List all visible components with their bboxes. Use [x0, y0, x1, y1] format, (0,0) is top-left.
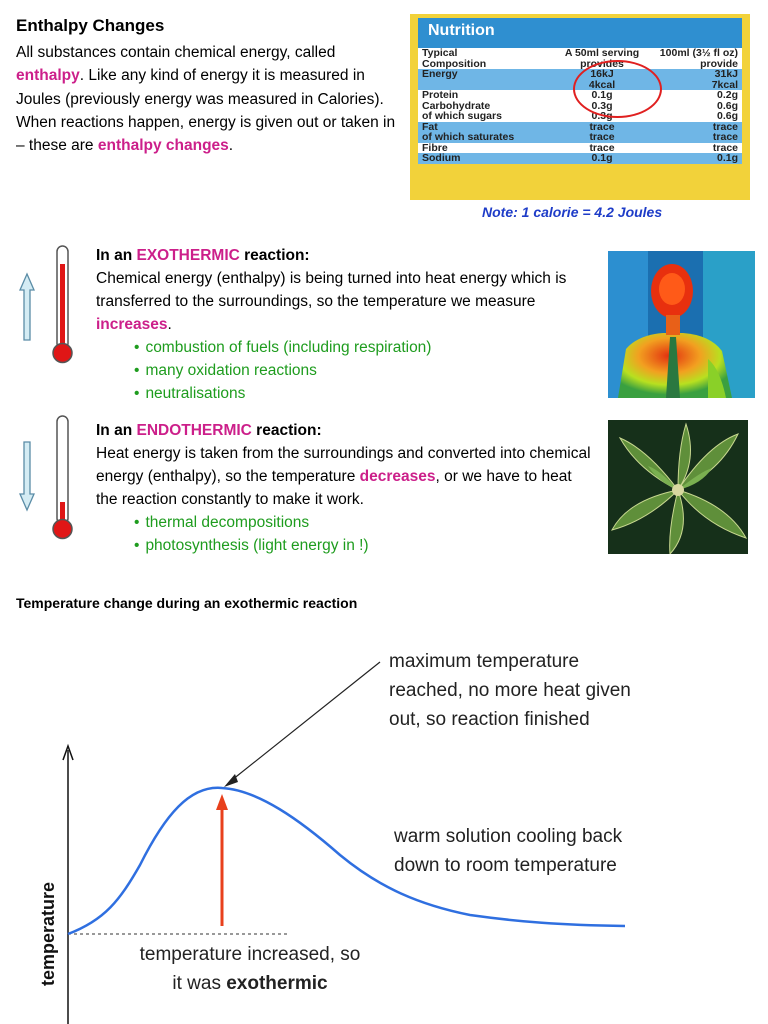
intro-paragraph: All substances contain chemical energy, … [16, 41, 396, 157]
serving-value: A 50ml serving [564, 47, 640, 59]
per100-value: trace [712, 120, 738, 133]
list-item: neutralisations [96, 382, 586, 405]
nutrient-name: of which saturates [422, 131, 515, 143]
nutrition-table: Typical A 50ml serving 100ml (3½ fl oz) Co… [418, 48, 742, 164]
per100-value: 31kJ [714, 68, 738, 80]
annotation-line: out, so reaction finished [389, 709, 590, 730]
rise-annotation: temperature increased, so it was exother… [100, 940, 400, 998]
y-axis-label: temperature [38, 882, 58, 986]
intro-enthalpy-keyword: enthalpy [16, 67, 80, 85]
temperature-curve [67, 786, 626, 936]
y-axis-arrowhead [62, 743, 74, 761]
nutrition-row: of which sugars 0.3g 0.6g [418, 111, 742, 122]
thermal-image-person [608, 251, 755, 398]
intro-text-3: . [228, 137, 234, 155]
nutrient-name: Fat [422, 120, 438, 133]
exothermic-bold-keyword: exothermic [226, 973, 328, 994]
endothermic-keyword: ENDOTHERMIC [136, 422, 252, 439]
calorie-note: Note: 1 calorie = 4.2 Joules [482, 204, 663, 220]
nutrition-row: of which saturates trace trace [418, 132, 742, 143]
endothermic-description: Heat energy is taken from the surroundin… [96, 442, 596, 511]
list-item: thermal decompositions [96, 511, 596, 534]
exothermic-examples: combustion of fuels (including respirati… [96, 336, 586, 405]
page-title: Enthalpy Changes [16, 16, 165, 35]
exothermic-section: In an EXOTHERMIC reaction: Chemical ener… [96, 244, 586, 405]
nutrient-name: Energy [422, 68, 458, 80]
list-item: photosynthesis (light energy in !) [96, 534, 596, 557]
up-arrow-icon [19, 272, 35, 341]
per100-value: 100ml (3½ fl oz) [659, 47, 738, 59]
per100-value: trace [712, 141, 738, 154]
per100-value: provide [700, 57, 738, 70]
exothermic-keyword: EXOTHERMIC [136, 247, 240, 264]
per100-value: 7kcal [711, 78, 738, 91]
serving-value: 0.1g [591, 152, 613, 164]
nutrition-row: Fibre trace trace [418, 141, 742, 154]
intro-enthalpy-changes-keyword: enthalpy changes [97, 137, 229, 155]
endothermic-icons [19, 415, 73, 540]
nutrition-row: Typical A 50ml serving 100ml (3½ fl oz) [418, 48, 742, 59]
plant-photo [608, 420, 748, 554]
annotation-text: it was [172, 973, 227, 994]
max-pointer-arrowhead [224, 774, 238, 787]
intro-text-2: . Like any kind of energy it is measured… [16, 67, 396, 155]
exo-head-text: reaction: [239, 247, 310, 264]
down-arrow-icon [19, 441, 35, 512]
serving-value: trace [589, 131, 615, 143]
exothermic-icons [19, 245, 73, 364]
intro-text-1: All substances contain chemical energy, … [16, 44, 336, 61]
nutrient-name: Sodium [422, 152, 461, 164]
exo-body-text: Chemical energy (enthalpy) is being turn… [96, 270, 567, 310]
endothermic-examples: thermal decompositions photosynthesis (l… [96, 511, 596, 557]
nutrient-name: Protein [422, 89, 459, 101]
endo-body-text: , or we have to heat the reaction consta… [96, 468, 572, 508]
nutrient-name: Typical [422, 47, 458, 59]
list-item: many oxidation reactions [96, 359, 586, 382]
serving-value: trace [589, 141, 615, 154]
increases-keyword: increases [96, 316, 168, 333]
endo-body-text: Heat energy is taken from the surroundin… [96, 445, 591, 485]
exo-body-text: . [167, 316, 172, 333]
exo-head-text: In an [96, 247, 137, 264]
nutrition-label-image: Nutrition Typical A 50ml serving 100ml (3½… [410, 14, 750, 200]
nutrition-title: Nutrition [428, 22, 495, 39]
endo-head-text: In an [96, 422, 137, 439]
exothermic-description: Chemical energy (enthalpy) is being turn… [96, 267, 586, 336]
thermometer-hot-icon [52, 245, 73, 364]
energy-highlight-circle [573, 60, 662, 118]
serving-value: trace [589, 120, 615, 133]
per100-value: 0.2g [716, 89, 738, 101]
cooling-annotation: warm solution cooling back down to room … [394, 822, 724, 880]
thermometer-cold-icon [52, 415, 73, 540]
max-pointer-line [231, 661, 381, 781]
nutrition-row: Sodium 0.1g 0.1g [418, 153, 742, 164]
nutrient-name: Carbohydrate [422, 99, 491, 112]
list-item: combustion of fuels (including respirati… [96, 336, 586, 359]
graph-title: Temperature change during an exothermic … [16, 595, 358, 611]
per100-value: trace [712, 131, 738, 143]
per100-value: 0.1g [716, 152, 738, 164]
temperature-graph: temperature [38, 661, 626, 1024]
max-temperature-annotation: maximum temperature reached, no more hea… [389, 647, 719, 734]
annotation-line: it was exothermic [100, 969, 400, 998]
annotation-line: down to room temperature [394, 855, 617, 876]
nutrition-header: Nutrition [418, 18, 742, 48]
annotation-line: maximum temperature [389, 651, 580, 672]
nutrient-name: Composition [422, 57, 487, 70]
exothermic-heading: In an EXOTHERMIC reaction: [96, 244, 586, 267]
rise-arrowhead [216, 794, 228, 810]
endothermic-section: In an ENDOTHERMIC reaction: Heat energy … [96, 419, 596, 557]
endo-head-text: reaction: [251, 422, 322, 439]
annotation-line: warm solution cooling back [394, 826, 623, 847]
annotation-line: temperature increased, so [139, 944, 361, 965]
nutrition-row: Fat trace trace [418, 120, 742, 133]
nutrient-name: of which sugars [422, 110, 502, 122]
decreases-keyword: decreases [359, 468, 436, 485]
annotation-line: reached, no more heat given [389, 680, 631, 701]
per100-value: 0.6g [716, 110, 738, 122]
nutrient-name: Fibre [422, 141, 448, 154]
per100-value: 0.6g [716, 99, 738, 112]
endothermic-heading: In an ENDOTHERMIC reaction: [96, 419, 596, 442]
nutrition-row: Composition provides provide [418, 57, 742, 70]
